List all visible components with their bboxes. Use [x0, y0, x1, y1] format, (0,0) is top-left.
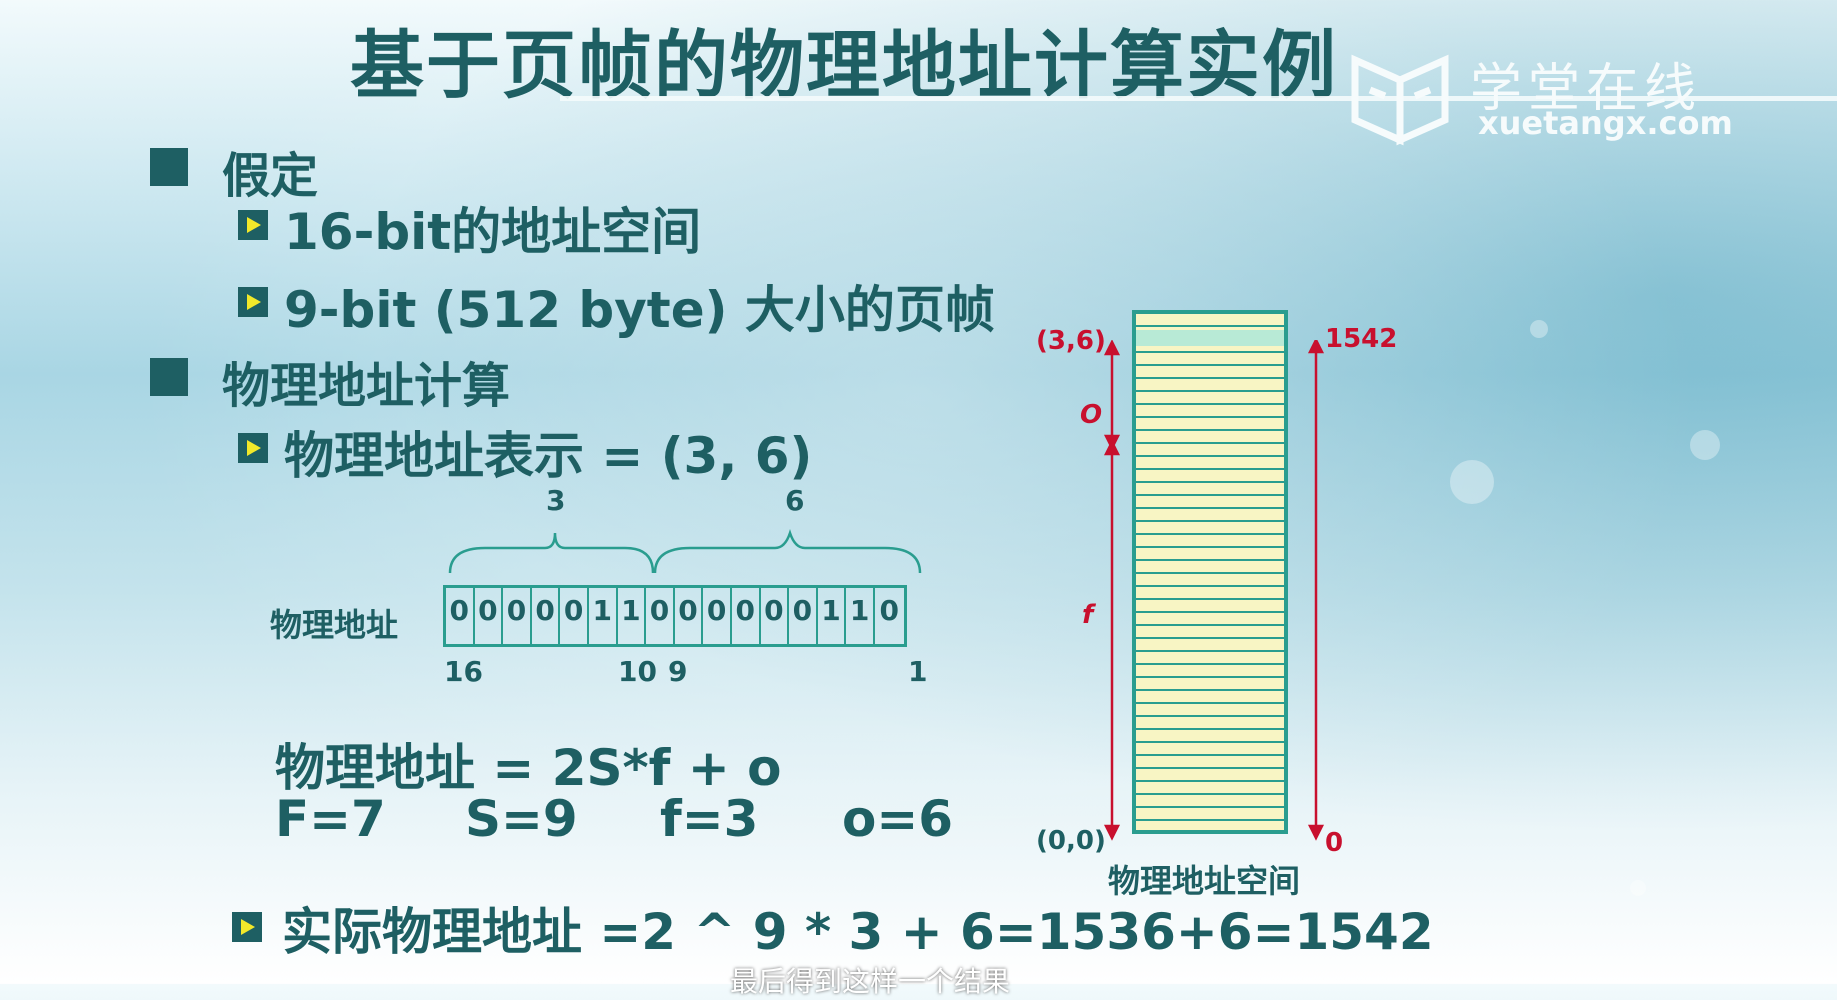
sub-bullet-address-repr: 物理地址表示 = (3, 6) [284, 427, 813, 485]
sub-bullet-arrow-icon [232, 912, 262, 942]
mem-caption: 物理地址空间 [1108, 862, 1301, 900]
mem-label-top-left: (3,6) [1036, 326, 1106, 356]
bit-cell: 0 [475, 588, 504, 644]
mem-label-offset: O [1080, 400, 1103, 430]
bit-cell: 0 [532, 588, 561, 644]
bullet-assume: 假定 [222, 148, 319, 204]
bit-group-braces [448, 529, 922, 574]
physical-memory-frames [1132, 310, 1288, 834]
bit-cell: 0 [732, 588, 761, 644]
mem-label-bottom-left: (0,0) [1036, 826, 1106, 856]
title-underline [560, 96, 1837, 101]
bit-cell: 1 [846, 588, 875, 644]
bit-cell: 1 [818, 588, 847, 644]
var-F: F=7 [275, 790, 386, 848]
bg-dot [1690, 430, 1720, 460]
bullet-square-icon [150, 358, 188, 396]
group-label-frame: 3 [546, 484, 566, 517]
bit-cell: 0 [503, 588, 532, 644]
bit-cell: 1 [589, 588, 618, 644]
bullet-square-icon [150, 148, 188, 186]
bg-dot [1450, 460, 1494, 504]
bit-cell: 0 [879, 594, 899, 627]
mem-label-frame: f [1082, 600, 1094, 630]
bit-cell: 0 [646, 588, 675, 644]
memory-arrows [1103, 340, 1325, 841]
highlighted-address-row [1136, 330, 1284, 346]
bit-position-16: 16 [444, 655, 483, 688]
bit-cell: 0 [560, 588, 589, 644]
bit-position-1: 1 [908, 655, 928, 688]
sub-bullet-arrow-icon [238, 433, 268, 463]
var-o: o=6 [842, 790, 954, 848]
bit-row-label: 物理地址 [270, 606, 399, 644]
mem-label-bottom-right: 0 [1325, 828, 1344, 858]
var-f: f=3 [660, 790, 759, 848]
logo-cn-text: 学堂在线 [1470, 59, 1703, 119]
sub-bullet-page-frame-size: 9-bit (512 byte) 大小的页帧 [284, 281, 995, 339]
bg-dot [1630, 880, 1646, 896]
formula-physical-address: 物理地址 = 2S*f + o [275, 739, 782, 797]
result-formula: 实际物理地址 =2 ^ 9 * 3 + 6=1536+6=1542 [282, 903, 1434, 961]
bit-cell: 0 [703, 588, 732, 644]
bit-cell: 0 [675, 588, 704, 644]
bit-cell: 1 [618, 588, 647, 644]
bit-cell: 0 [789, 588, 818, 644]
xuetangx-logo-icon [1351, 54, 1449, 146]
video-subtitle: 最后得到这样一个结果 [730, 965, 1011, 998]
sub-bullet-arrow-icon [238, 210, 268, 240]
group-label-offset: 6 [785, 484, 805, 517]
var-S: S=9 [465, 790, 578, 848]
bg-dot [1530, 320, 1548, 338]
sub-bullet-arrow-icon [238, 287, 268, 317]
slide-title: 基于页帧的物理地址计算实例 [350, 23, 1338, 109]
logo-en-text: xuetangx.com [1478, 104, 1733, 142]
bit-position-10: 10 [618, 655, 657, 688]
mem-label-top-right: 1542 [1325, 324, 1398, 354]
sub-bullet-address-space: 16-bit的地址空间 [284, 203, 702, 261]
bit-cell: 0 [761, 588, 790, 644]
bit-cell: 0 [446, 588, 475, 644]
bullet-physical-calc: 物理地址计算 [222, 358, 511, 414]
bit-position-9: 9 [668, 655, 688, 688]
